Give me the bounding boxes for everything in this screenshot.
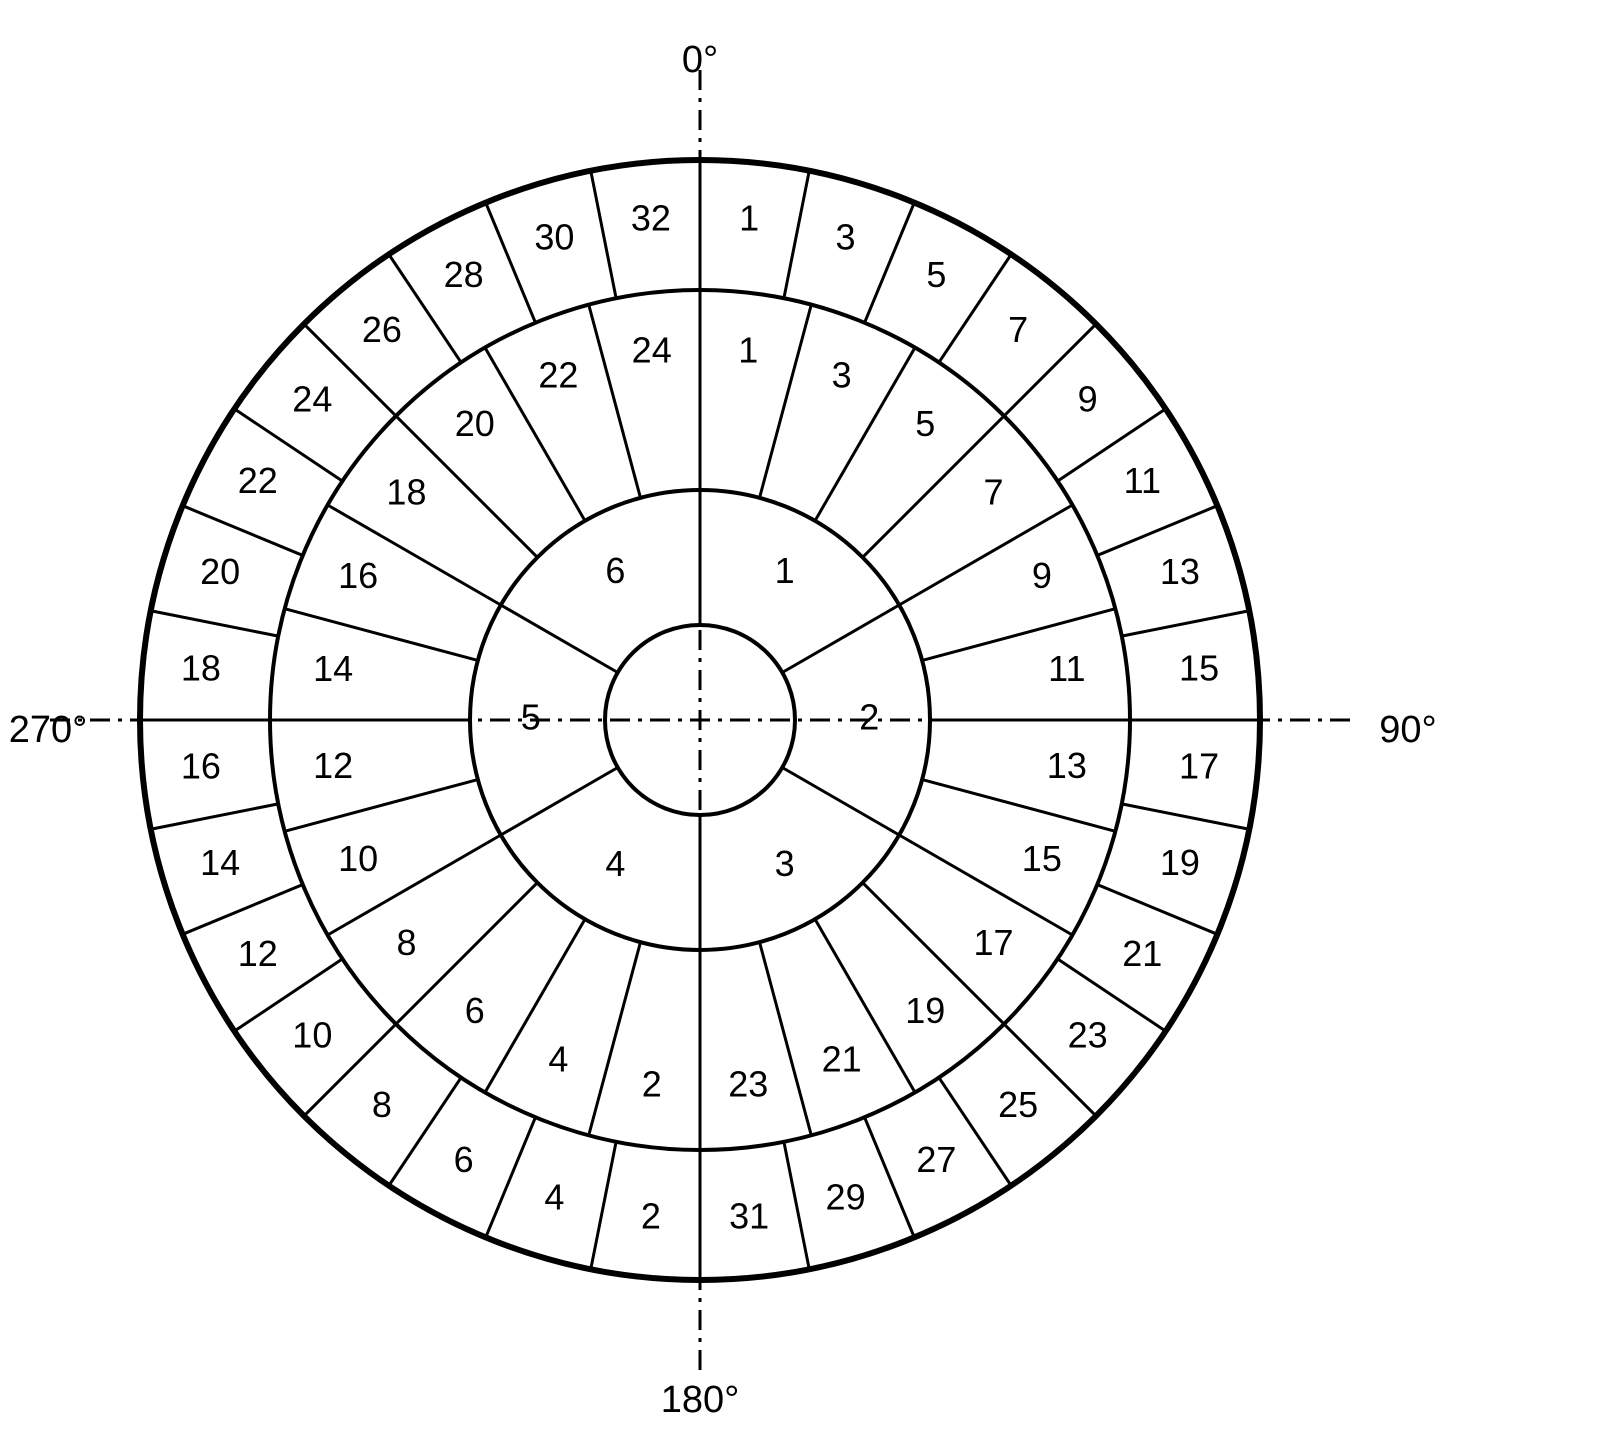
sector-label-middle-4: 9: [1032, 555, 1052, 596]
sector-label-outer-11: 23: [1068, 1015, 1108, 1056]
sector-label-outer-6: 13: [1160, 551, 1200, 592]
sector-label-middle-14: 6: [465, 990, 485, 1031]
spoke-outer-18: [486, 1117, 536, 1237]
sector-label-outer-15: 31: [729, 1196, 769, 1237]
sector-label-middle-18: 14: [313, 648, 353, 689]
sector-label-outer-19: 8: [372, 1084, 392, 1125]
spoke-outer-17: [591, 1142, 616, 1270]
sector-label-outer-18: 6: [454, 1139, 474, 1180]
sector-label-outer-4: 9: [1078, 378, 1098, 419]
sector-label-outer-17: 4: [544, 1176, 564, 1217]
sector-label-middle-22: 22: [538, 355, 578, 396]
spoke-outer-2: [865, 203, 915, 323]
spoke-outer-25: [151, 611, 279, 636]
spoke-outer-19: [389, 1078, 461, 1186]
sector-label-outer-1: 3: [836, 217, 856, 258]
sector-label-inner-2: 3: [775, 843, 795, 884]
spoke-middle-13: [589, 942, 641, 1135]
axis-label-bottom: 180°: [661, 1379, 740, 1421]
spoke-outer-1: [784, 171, 809, 299]
sector-label-middle-0: 1: [738, 330, 758, 371]
sector-label-middle-16: 10: [338, 838, 378, 879]
sector-label-inner-0: 1: [775, 550, 795, 591]
spoke-middle-5: [922, 609, 1115, 661]
sector-label-inner-4: 5: [521, 697, 541, 738]
sector-label-middle-10: 21: [822, 1038, 862, 1079]
sector-label-outer-2: 5: [926, 254, 946, 295]
sector-label-outer-16: 2: [641, 1196, 661, 1237]
spoke-outer-15: [784, 1142, 809, 1270]
sector-label-outer-14: 29: [826, 1176, 866, 1217]
sector-label-outer-10: 21: [1122, 933, 1162, 974]
sector-label-middle-19: 16: [338, 555, 378, 596]
spoke-outer-3: [939, 254, 1011, 362]
sector-label-outer-9: 19: [1160, 842, 1200, 883]
sector-label-inner-3: 4: [605, 843, 625, 884]
sector-label-outer-20: 10: [292, 1015, 332, 1056]
spoke-outer-31: [591, 171, 616, 299]
sector-label-outer-3: 7: [1008, 309, 1028, 350]
sector-label-middle-15: 8: [396, 922, 416, 963]
spoke-outer-14: [865, 1117, 915, 1237]
sector-label-middle-3: 7: [984, 471, 1004, 512]
sector-label-middle-12: 2: [642, 1063, 662, 1104]
sector-label-outer-24: 18: [181, 647, 221, 688]
sector-label-outer-30: 30: [534, 217, 574, 258]
sector-label-middle-8: 17: [974, 922, 1014, 963]
sector-label-middle-13: 4: [548, 1038, 568, 1079]
sector-label-outer-26: 22: [238, 460, 278, 501]
spoke-middle-11: [760, 942, 812, 1135]
sector-label-middle-7: 15: [1022, 838, 1062, 879]
sector-label-outer-12: 25: [998, 1084, 1038, 1125]
spoke-middle-7: [922, 780, 1115, 832]
spoke-middle-17: [285, 780, 478, 832]
spoke-inner-2: [782, 768, 899, 836]
sector-label-outer-31: 32: [631, 197, 671, 238]
sector-label-outer-23: 16: [181, 746, 221, 787]
spoke-outer-7: [1122, 611, 1250, 636]
sector-label-middle-17: 12: [313, 745, 353, 786]
sector-label-middle-11: 23: [728, 1063, 768, 1104]
sector-label-middle-9: 19: [905, 990, 945, 1031]
spoke-outer-26: [183, 506, 303, 556]
spoke-middle-14: [485, 919, 585, 1092]
sector-label-outer-22: 14: [200, 842, 240, 883]
sector-label-outer-29: 28: [444, 254, 484, 295]
sector-label-outer-21: 12: [238, 933, 278, 974]
sector-label-outer-5: 11: [1124, 460, 1161, 501]
sector-label-outer-27: 24: [292, 378, 332, 419]
axis-label-right: 90°: [1379, 709, 1436, 751]
spoke-inner-4: [501, 768, 618, 836]
sector-label-outer-7: 15: [1179, 647, 1219, 688]
sector-label-outer-25: 20: [200, 551, 240, 592]
sector-label-middle-5: 11: [1048, 648, 1085, 689]
sector-label-outer-28: 26: [362, 309, 402, 350]
spoke-inner-5: [501, 605, 618, 673]
sector-label-middle-2: 5: [915, 403, 935, 444]
sector-label-outer-8: 17: [1179, 746, 1219, 787]
sector-label-middle-1: 3: [832, 355, 852, 396]
sector-label-outer-13: 27: [916, 1139, 956, 1180]
sector-label-middle-20: 18: [386, 471, 426, 512]
spoke-outer-6: [1097, 506, 1217, 556]
spoke-outer-22: [183, 885, 303, 935]
sector-label-outer-0: 1: [739, 197, 759, 238]
sector-label-middle-23: 24: [632, 330, 672, 371]
spoke-middle-1: [760, 305, 812, 498]
sector-label-inner-5: 6: [605, 550, 625, 591]
sector-label-middle-21: 20: [455, 403, 495, 444]
sector-label-inner-1: 2: [859, 697, 879, 738]
axis-label-top: 0°: [682, 39, 718, 81]
axis-label-left: 270°: [9, 709, 88, 751]
spoke-outer-10: [1097, 885, 1217, 935]
spoke-inner-1: [782, 605, 899, 673]
spoke-outer-30: [486, 203, 536, 323]
spoke-middle-2: [815, 348, 915, 521]
spoke-outer-9: [1122, 804, 1250, 829]
spoke-outer-23: [151, 804, 279, 829]
polar-sector-diagram: 1234561357911131517192123246810121416182…: [0, 0, 1616, 1440]
sector-label-middle-6: 13: [1047, 745, 1087, 786]
